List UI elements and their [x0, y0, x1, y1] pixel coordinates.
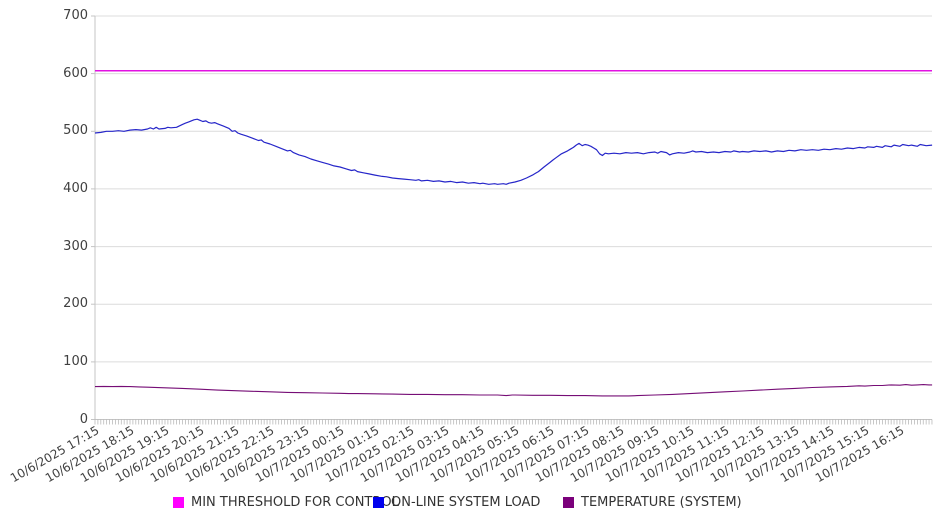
y-tick-label: 600	[63, 65, 88, 81]
legend: MIN THRESHOLD FOR CONTROL ON-LINE SYSTEM…	[0, 495, 946, 515]
legend-item-min-threshold: MIN THRESHOLD FOR CONTROL	[173, 495, 399, 510]
legend-item-system-load: ON-LINE SYSTEM LOAD	[373, 495, 540, 510]
legend-item-temperature: TEMPERATURE (SYSTEM)	[563, 495, 742, 510]
y-tick-label: 500	[63, 123, 88, 139]
legend-label: MIN THRESHOLD FOR CONTROL	[191, 495, 399, 510]
y-tick-label: 300	[63, 238, 88, 254]
min-threshold-swatch-icon	[173, 497, 184, 508]
system-load-swatch-icon	[373, 497, 384, 508]
legend-label: TEMPERATURE (SYSTEM)	[581, 495, 742, 510]
y-tick-label: 0	[79, 411, 88, 427]
y-tick-label: 700	[63, 8, 88, 23]
y-tick-label: 400	[63, 180, 88, 196]
y-tick-label: 100	[63, 353, 88, 369]
y-tick-label: 200	[63, 296, 88, 312]
temperature-swatch-icon	[563, 497, 574, 508]
legend-label: ON-LINE SYSTEM LOAD	[391, 495, 541, 510]
